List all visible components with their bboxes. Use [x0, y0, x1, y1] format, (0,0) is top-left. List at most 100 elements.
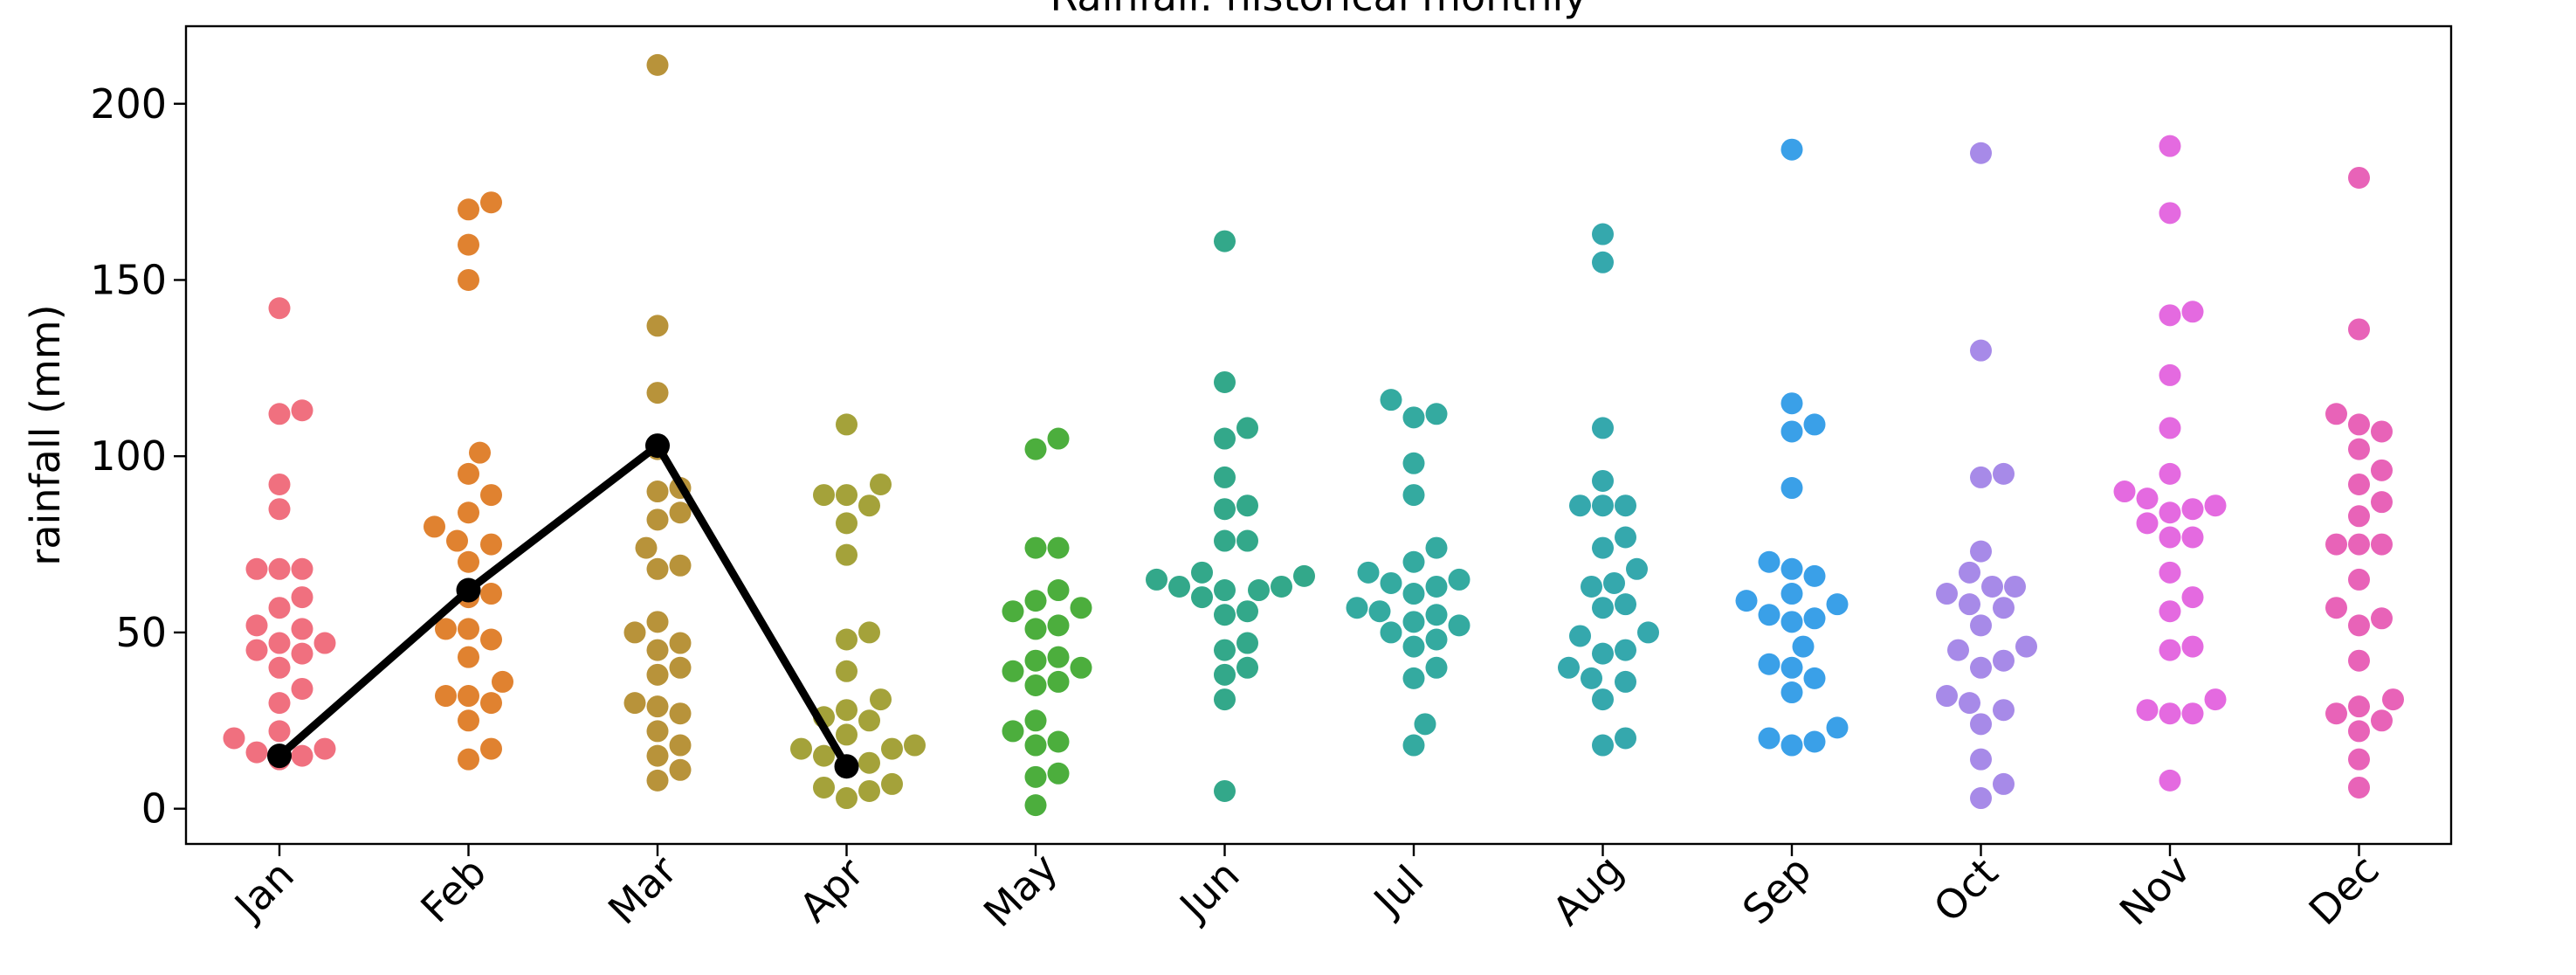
swarm-point-aug	[1592, 223, 1614, 245]
swarm-point-apr	[836, 723, 858, 746]
swarm-point-jun	[1191, 561, 1213, 584]
plot-frame	[184, 24, 2453, 846]
swarm-point-may	[1047, 427, 1070, 450]
swarm-point-jan	[268, 692, 291, 715]
swarm-point-oct	[1993, 772, 2015, 795]
swarm-point-nov	[2181, 586, 2204, 609]
swarm-point-mar	[646, 315, 669, 337]
swarm-point-jul	[1425, 575, 1448, 598]
swarm-point-jan	[245, 639, 268, 661]
swarm-point-mar	[623, 621, 646, 644]
trend-line	[277, 441, 851, 769]
swarm-point-may	[1024, 438, 1047, 460]
swarm-point-sep	[1758, 604, 1780, 626]
swarm-point-dec	[2371, 491, 2393, 514]
swarm-point-dec	[2348, 748, 2370, 771]
swarm-point-jul	[1402, 667, 1425, 689]
swarm-point-jan	[313, 632, 336, 654]
swarm-point-nov	[2181, 526, 2204, 549]
swarm-point-aug	[1592, 642, 1614, 665]
swarm-point-oct	[1970, 540, 1992, 563]
swarm-point-feb	[480, 583, 502, 605]
swarm-point-apr	[813, 484, 835, 507]
swarm-point-apr	[881, 737, 903, 760]
swarm-point-may	[1047, 762, 1070, 785]
swarm-point-jun	[1293, 564, 1315, 587]
swarm-point-jul	[1402, 484, 1425, 507]
swarm-point-dec	[2348, 568, 2370, 591]
swarm-point-feb	[480, 692, 502, 715]
swarm-point-feb	[492, 670, 513, 693]
swarm-point-feb	[458, 685, 479, 708]
swarm-point-mar	[669, 702, 692, 725]
swarm-point-feb	[458, 748, 479, 771]
swarm-point-may	[1024, 734, 1047, 757]
swarm-point-nov	[2204, 494, 2227, 517]
swarm-point-dec	[2348, 166, 2370, 189]
swarm-point-apr	[858, 751, 880, 774]
swarm-point-jun	[1236, 529, 1258, 552]
swarm-point-aug	[1615, 526, 1636, 549]
swarm-point-mar	[669, 758, 692, 781]
swarm-point-may	[1047, 614, 1070, 637]
swarm-point-apr	[858, 621, 880, 644]
swarm-point-jan	[291, 586, 313, 609]
swarm-point-sep	[1780, 557, 1803, 580]
swarm-point-may	[1024, 709, 1047, 732]
swarm-point-dec	[2325, 403, 2347, 425]
swarm-point-oct	[1936, 583, 1958, 605]
swarm-point-dec	[2348, 413, 2370, 436]
swarm-point-oct	[1970, 656, 1992, 679]
swarm-point-dec	[2348, 614, 2370, 637]
swarm-point-jun	[1214, 529, 1236, 552]
swarm-point-sep	[1780, 656, 1803, 679]
swarm-point-oct	[1981, 575, 2003, 598]
swarm-point-apr	[836, 543, 858, 566]
swarm-point-mar	[669, 734, 692, 757]
swarm-point-mar	[646, 481, 669, 503]
swarm-point-jun	[1214, 639, 1236, 661]
swarm-point-jun	[1214, 604, 1236, 626]
swarm-point-nov	[2159, 702, 2181, 725]
y-axis-label: rainfall (mm)	[22, 304, 69, 565]
swarm-point-sep	[1780, 681, 1803, 704]
swarm-point-sep	[1780, 611, 1803, 633]
swarm-point-nov	[2159, 769, 2181, 792]
swarm-point-mar	[646, 639, 669, 661]
y-tick-label: 200	[90, 80, 167, 128]
swarm-point-aug	[1615, 494, 1636, 517]
trend-line-point	[645, 433, 670, 459]
swarm-point-nov	[2136, 699, 2159, 722]
swarm-point-jul	[1357, 561, 1380, 584]
swarm-point-aug	[1569, 625, 1591, 647]
swarm-point-jan	[245, 557, 268, 580]
swarm-point-aug	[1592, 597, 1614, 619]
swarm-point-jun	[1146, 568, 1167, 591]
swarm-point-dec	[2371, 607, 2393, 630]
swarm-point-jul	[1425, 604, 1448, 626]
swarm-point-jan	[291, 642, 313, 665]
swarm-point-dec	[2348, 720, 2370, 743]
swarm-point-jan	[291, 618, 313, 640]
swarm-point-mar	[669, 501, 692, 524]
swarm-point-nov	[2113, 481, 2136, 503]
swarm-point-sep	[1803, 564, 1826, 587]
swarm-point-dec	[2371, 533, 2393, 556]
swarm-point-aug	[1615, 639, 1636, 661]
swarm-point-jan	[268, 632, 291, 654]
swarm-point-mar	[646, 769, 669, 792]
swarm-point-jul	[1402, 611, 1425, 633]
swarm-point-feb	[424, 515, 445, 538]
swarm-point-jan	[268, 473, 291, 495]
swarm-point-jun	[1214, 688, 1236, 711]
swarm-point-feb	[458, 233, 479, 256]
swarm-point-jan	[268, 720, 291, 743]
swarm-point-may	[1047, 579, 1070, 602]
swarm-point-oct	[1993, 699, 2015, 722]
swarm-point-mar	[669, 632, 692, 654]
swarm-point-dec	[2348, 649, 2370, 672]
swarm-point-feb	[458, 550, 479, 573]
swarm-point-dec	[2382, 688, 2404, 711]
swarm-point-nov	[2204, 688, 2227, 711]
marks-layer	[223, 53, 2404, 817]
